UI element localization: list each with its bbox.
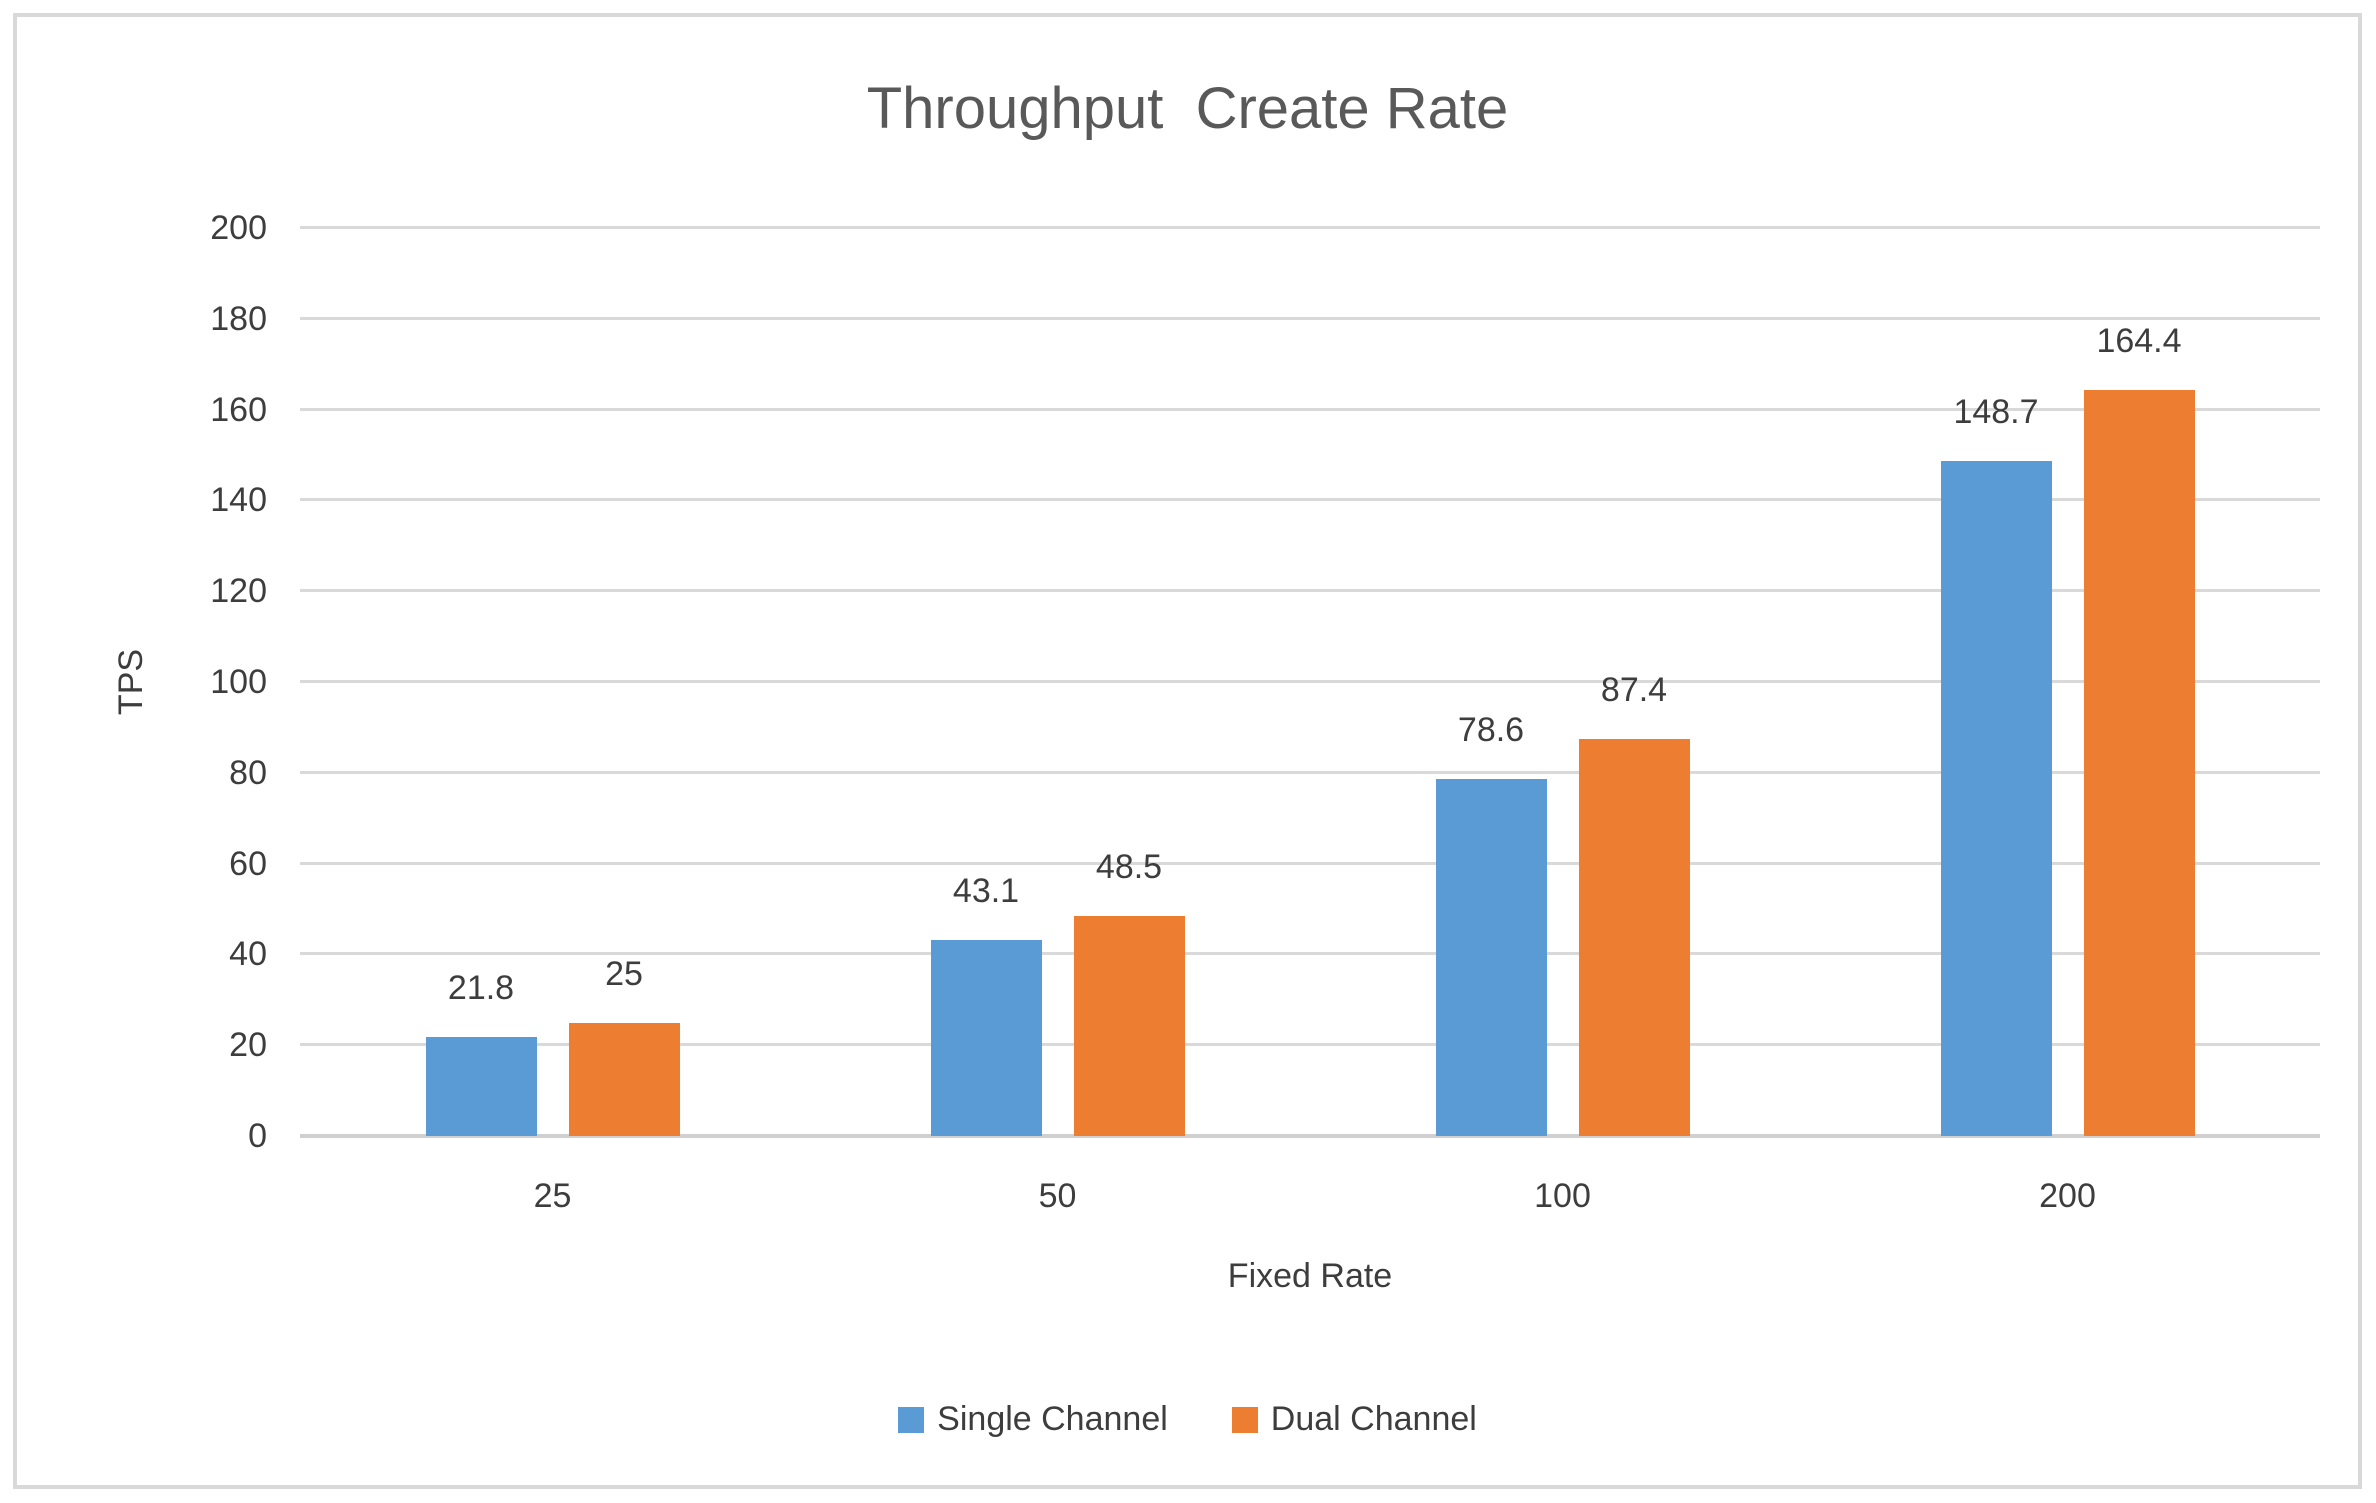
data-label: 148.7: [1953, 392, 2039, 431]
legend-label: Dual Channel: [1270, 1400, 1477, 1438]
data-label: 48.5: [1095, 847, 1163, 886]
gridline-y-20: [300, 1043, 2320, 1047]
bar-dual-channel-25: [568, 1022, 680, 1136]
plot-area: [300, 226, 2320, 1138]
gridline-y-40: [300, 952, 2320, 956]
bar-dual-channel-100: [1578, 739, 1690, 1136]
y-tick-label: 120: [210, 572, 267, 611]
y-tick-label: 80: [229, 753, 267, 792]
gridline-y-120: [300, 589, 2320, 593]
y-tick-label: 160: [210, 390, 267, 429]
y-tick-label: 100: [210, 663, 267, 701]
gridline-y-160: [300, 407, 2320, 411]
legend-swatch-icon: [1231, 1406, 1258, 1433]
gridline-y-100: [300, 680, 2320, 683]
legend-label: Single Channel: [937, 1400, 1168, 1438]
x-axis-title: Fixed Rate: [1227, 1257, 1393, 1295]
gridline-y-0: [300, 1134, 2320, 1138]
y-tick-label: 200: [210, 209, 267, 247]
gridline-y-60: [300, 861, 2320, 865]
gridline-y-200: [300, 226, 2320, 229]
legend-swatch-icon: [898, 1406, 925, 1433]
y-tick-label: 40: [229, 935, 267, 974]
legend-item-single-channel: Single Channel: [898, 1400, 1168, 1439]
data-label: 164.4: [2096, 321, 2182, 360]
legend-item-dual-channel: Dual Channel: [1231, 1400, 1477, 1439]
gridline-y-80: [300, 770, 2320, 774]
x-tick-label: 50: [1038, 1177, 1077, 1215]
y-tick-label: 180: [210, 299, 267, 338]
x-tick-label: 200: [2039, 1177, 2096, 1215]
data-label: 43.1: [952, 872, 1020, 911]
gridline-y-140: [300, 498, 2320, 502]
bar-single-channel-100: [1435, 779, 1547, 1136]
y-tick-label: 20: [229, 1026, 267, 1065]
chart-title: Throughput Create Rate: [866, 76, 1509, 141]
data-label: 25: [605, 954, 643, 993]
bar-single-channel-200: [1940, 460, 2052, 1136]
bar-single-channel-50: [930, 940, 1042, 1136]
y-tick-label: 140: [210, 481, 267, 520]
data-label: 87.4: [1600, 671, 1668, 710]
data-label: 78.6: [1457, 711, 1525, 750]
bar-dual-channel-200: [2083, 389, 2195, 1136]
bar-single-channel-25: [425, 1037, 537, 1136]
data-label: 21.8: [447, 969, 515, 1008]
x-tick-label: 25: [533, 1177, 572, 1215]
y-tick-label: 0: [248, 1117, 267, 1155]
y-tick-label: 60: [229, 844, 267, 883]
x-tick-label: 100: [1534, 1177, 1591, 1215]
legend: Single Channel Dual Channel: [17, 1400, 2358, 1439]
gridline-y-180: [300, 316, 2320, 320]
bar-dual-channel-50: [1073, 915, 1185, 1136]
